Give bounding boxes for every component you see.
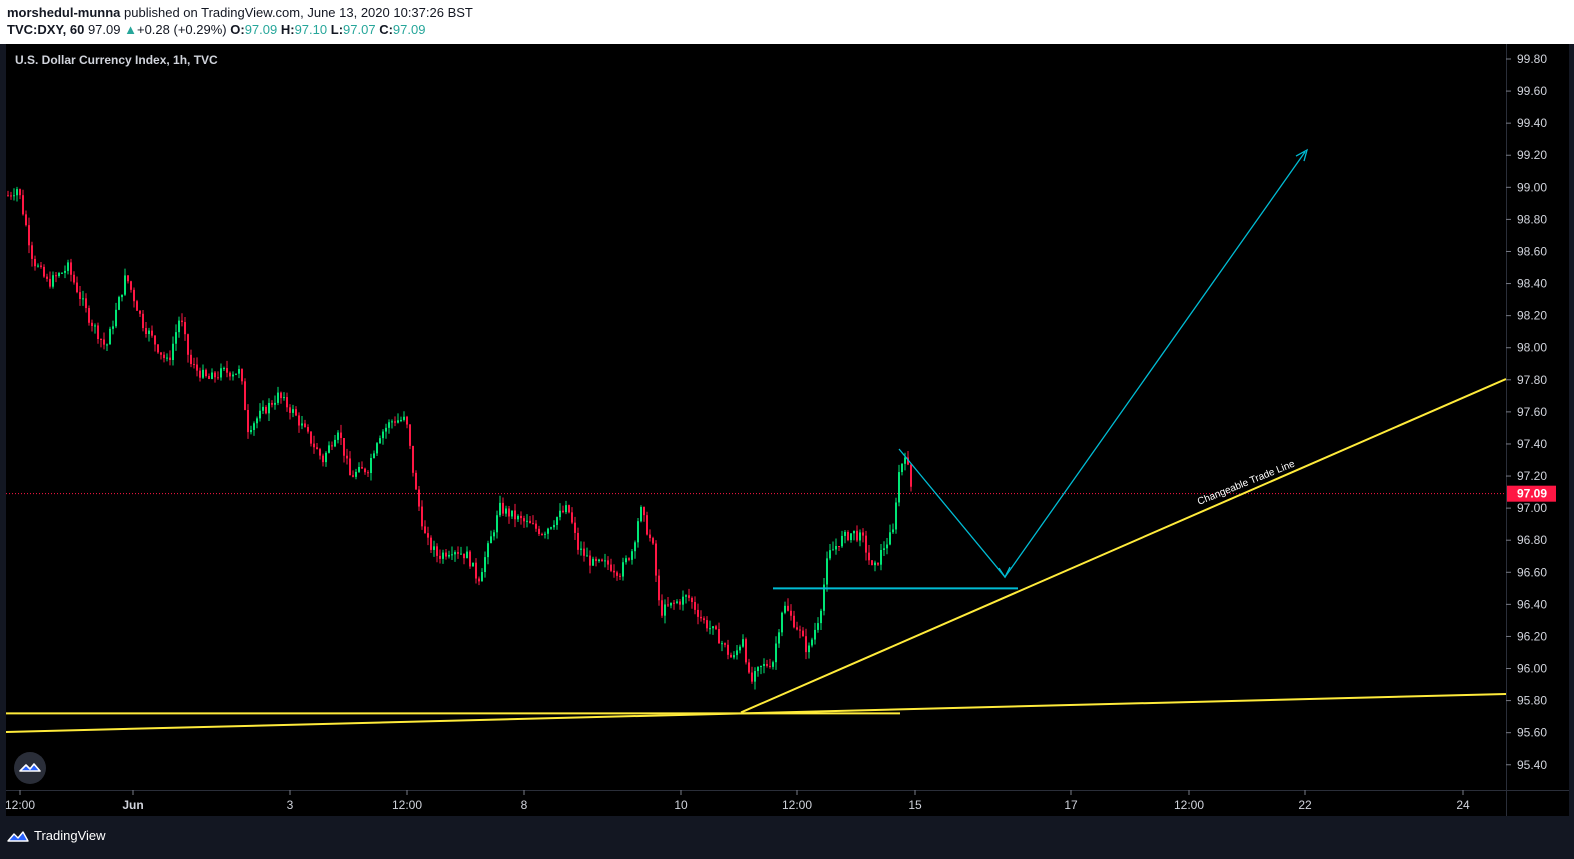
ohlc-legend: TVC:DXY, 60 97.09 ▲+0.28 (+0.29%) O:97.0… [7,22,425,37]
brand-name[interactable]: TradingView [34,828,106,843]
publish-header: morshedul-munna published on TradingView… [0,0,1574,44]
low-label: L: [330,22,344,37]
tradingview-logo-icon[interactable] [14,752,46,784]
last-price: 97.09 [87,22,121,37]
high-value: 97.10 [294,22,328,37]
low-value: 97.07 [343,22,376,37]
high-label: H: [280,22,295,37]
open-value: 97.09 [244,22,278,37]
symbol-label: TVC:DXY, 60 [7,22,85,37]
time-axis[interactable] [6,790,1506,817]
close-label: C: [379,22,393,37]
close-value: 97.09 [392,22,426,37]
open-label: O: [230,22,245,37]
footer [0,816,1574,859]
axis-corner [1506,790,1569,817]
up-arrow-icon: ▲ [124,22,137,37]
price-axis[interactable] [1506,44,1569,790]
tradingview-brand-icon [7,831,29,842]
publish-details: published on TradingView.com, June 13, 2… [120,5,473,20]
price-change: +0.28 (+0.29%) [136,22,227,37]
publish-info: morshedul-munna published on TradingView… [7,5,473,20]
author-name[interactable]: morshedul-munna [7,5,121,20]
chart-pane[interactable] [6,44,1506,790]
chart-title: U.S. Dollar Currency Index, 1h, TVC [15,53,218,67]
